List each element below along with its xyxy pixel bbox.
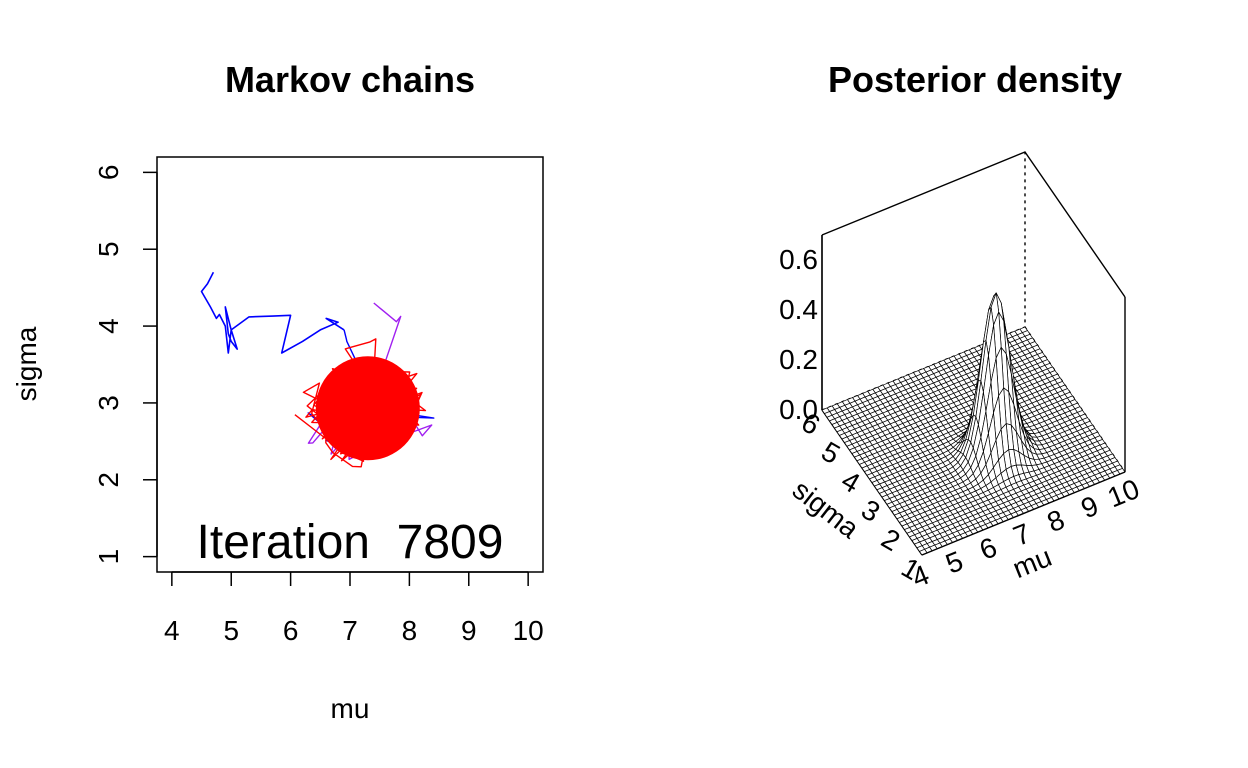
mu-axis-label: mu — [1008, 541, 1056, 584]
x-tick-label: 4 — [164, 615, 180, 646]
z-tick-label: 0.2 — [779, 344, 818, 375]
x-tick-label: 6 — [283, 615, 299, 646]
y-axis: 1 2 3 4 5 6 — [93, 165, 158, 565]
x-tick-label: 7 — [342, 615, 358, 646]
mu-tick-label: 9 — [1077, 490, 1103, 525]
surface-box-front — [821, 235, 1126, 556]
chain-1-burnin — [200, 271, 345, 354]
sigma-tick-label: 5 — [816, 435, 845, 470]
z-tick-label: 0.4 — [779, 294, 818, 325]
x-tick-label: 10 — [513, 615, 544, 646]
x-tick-label: 8 — [402, 615, 418, 646]
box-front-edge — [921, 471, 1126, 556]
mu-tick-label: 8 — [1043, 504, 1069, 539]
left-x-label: mu — [331, 693, 370, 724]
y-tick-label: 6 — [93, 165, 124, 181]
x-axis: 4 5 6 7 8 9 10 — [164, 571, 544, 646]
chain-3-dense-core — [315, 356, 420, 461]
x-tick-label: 5 — [223, 615, 239, 646]
z-tick-label: 0.6 — [779, 244, 818, 275]
markov-chains-panel: Markov chains Iteration 7809 4 5 6 7 8 9 10 1 2… — [11, 59, 544, 724]
y-tick-label: 1 — [93, 549, 124, 565]
posterior-density-panel: Posterior density 0.00.20.40.64 5 6 7 8 9 1012… — [779, 59, 1144, 593]
y-tick-label: 2 — [93, 472, 124, 488]
x-tick-label: 9 — [461, 615, 477, 646]
surface-mesh — [821, 292, 1126, 556]
chain-paths — [200, 271, 435, 468]
sigma-tick-label: 2 — [876, 522, 905, 557]
left-y-label: sigma — [11, 326, 42, 401]
iteration-label: Iteration 7809 — [197, 516, 504, 569]
y-tick-label: 3 — [93, 395, 124, 411]
mu-tick-label: 5 — [941, 545, 967, 580]
left-title: Markov chains — [225, 59, 475, 100]
right-title: Posterior density — [828, 59, 1122, 100]
y-tick-label: 5 — [93, 241, 124, 257]
box-top-edge — [821, 151, 1126, 298]
y-tick-label: 4 — [93, 318, 124, 334]
mu-tick-label: 6 — [975, 531, 1001, 566]
sigma-tick-label: 4 — [836, 464, 865, 499]
z-tick-label: 0.0 — [779, 394, 818, 425]
